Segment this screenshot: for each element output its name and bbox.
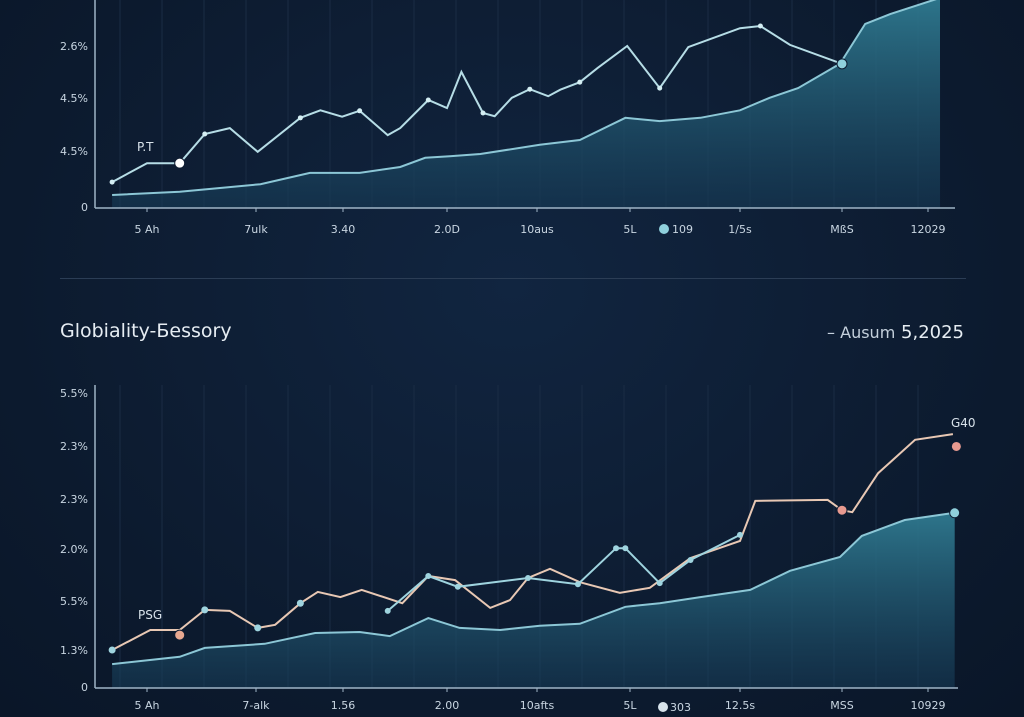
bottom-area-series bbox=[112, 512, 955, 688]
bottom-y-tick: 2.0% bbox=[60, 543, 88, 556]
bottom-y-tick: 1.3% bbox=[60, 644, 88, 657]
data-point bbox=[201, 606, 209, 614]
x-tick-label: 10929 bbox=[911, 699, 946, 712]
chart-date: – Ausum 5,2025 bbox=[827, 322, 964, 343]
highlight-marker bbox=[949, 507, 961, 519]
top-y-tick: 4.5% bbox=[60, 92, 88, 105]
top-legend-label: 109 bbox=[672, 223, 693, 236]
bottom-y-tick: 2.3% bbox=[60, 493, 88, 506]
bottom-annotation-psg: PSG bbox=[138, 608, 162, 622]
x-tick-label: 7ulk bbox=[244, 223, 268, 236]
data-point bbox=[108, 646, 116, 654]
data-point bbox=[254, 624, 262, 632]
data-point bbox=[687, 557, 694, 564]
x-tick-label: 3.40 bbox=[331, 223, 356, 236]
data-point bbox=[622, 545, 629, 552]
data-point bbox=[527, 86, 533, 92]
x-tick-label: 5 Ah bbox=[135, 699, 160, 712]
x-tick-label: 10aus bbox=[520, 223, 554, 236]
data-point bbox=[296, 599, 304, 607]
bottom-teal-series bbox=[387, 534, 741, 612]
top-y-tick: 4.5% bbox=[60, 145, 88, 158]
x-tick-label: 5 Ah bbox=[135, 223, 160, 236]
bottom-legend-label: 303 bbox=[670, 701, 691, 714]
bottom-area-outline bbox=[111, 511, 955, 666]
bottom-y-tick: 5.5% bbox=[60, 387, 88, 400]
bottom-y-tick: 5.5% bbox=[60, 595, 88, 608]
data-point bbox=[480, 110, 486, 116]
top-y-tick: 0 bbox=[81, 201, 88, 214]
date-prefix: – Ausum bbox=[827, 323, 896, 342]
top-area-series bbox=[112, 0, 941, 208]
data-point bbox=[454, 583, 461, 590]
top-y-tick: 2.6% bbox=[60, 40, 88, 53]
x-tick-label: 12029 bbox=[911, 223, 946, 236]
highlight-marker bbox=[950, 440, 962, 452]
data-point bbox=[657, 85, 663, 91]
x-tick-label: MSS bbox=[830, 699, 853, 712]
bottom-annotation-g40: G40 bbox=[951, 416, 976, 430]
data-point bbox=[613, 545, 620, 552]
top-chart: 0 4.5% 4.5% 2.6% 5 Ah 7ulk 3.40 2.0D 10aus 5L… bbox=[60, 0, 955, 236]
data-point bbox=[577, 79, 583, 85]
top-line-series bbox=[111, 24, 843, 183]
x-tick-label: 2.0D bbox=[434, 223, 460, 236]
bottom-y-tick: 2.3% bbox=[60, 440, 88, 453]
data-point bbox=[109, 179, 115, 185]
highlight-marker bbox=[836, 504, 848, 516]
chart-title: Globiality-Бessory bbox=[60, 320, 232, 342]
data-point bbox=[757, 23, 763, 29]
highlight-marker bbox=[836, 58, 848, 70]
top-legend-dot bbox=[659, 224, 669, 234]
x-tick-label: 5L bbox=[623, 699, 637, 712]
x-tick-label: 12.5s bbox=[725, 699, 755, 712]
x-tick-label: 1.56 bbox=[331, 699, 356, 712]
bottom-y-tick: 0 bbox=[81, 681, 88, 694]
top-area-outline bbox=[112, 0, 937, 196]
x-tick-label: 1/5s bbox=[728, 223, 752, 236]
x-tick-label: 2.00 bbox=[435, 699, 460, 712]
bottom-legend-dot bbox=[658, 702, 668, 712]
data-point bbox=[202, 131, 208, 137]
bottom-chart: 0 1.3% 5.5% 2.0% 2.3% 2.3% 5.5% 5 Ah 7-al… bbox=[60, 385, 976, 714]
x-tick-label: 10afts bbox=[520, 699, 555, 712]
data-point bbox=[737, 531, 743, 538]
data-point bbox=[574, 581, 581, 588]
data-point bbox=[425, 97, 431, 103]
highlight-marker bbox=[174, 157, 186, 169]
data-point bbox=[525, 575, 531, 582]
top-annotation-pt: P.T bbox=[137, 140, 154, 154]
highlight-marker bbox=[174, 629, 186, 641]
data-point bbox=[656, 580, 663, 587]
section-divider bbox=[60, 278, 966, 279]
date-value: 5,2025 bbox=[901, 322, 964, 343]
data-point bbox=[384, 607, 391, 614]
data-point bbox=[357, 108, 363, 114]
x-tick-label: MßS bbox=[830, 223, 853, 236]
data-point bbox=[297, 115, 303, 121]
x-tick-label: 5L bbox=[623, 223, 637, 236]
bottom-coral-series bbox=[111, 433, 954, 651]
data-point bbox=[425, 572, 432, 579]
x-tick-label: 7-alk bbox=[242, 699, 270, 712]
